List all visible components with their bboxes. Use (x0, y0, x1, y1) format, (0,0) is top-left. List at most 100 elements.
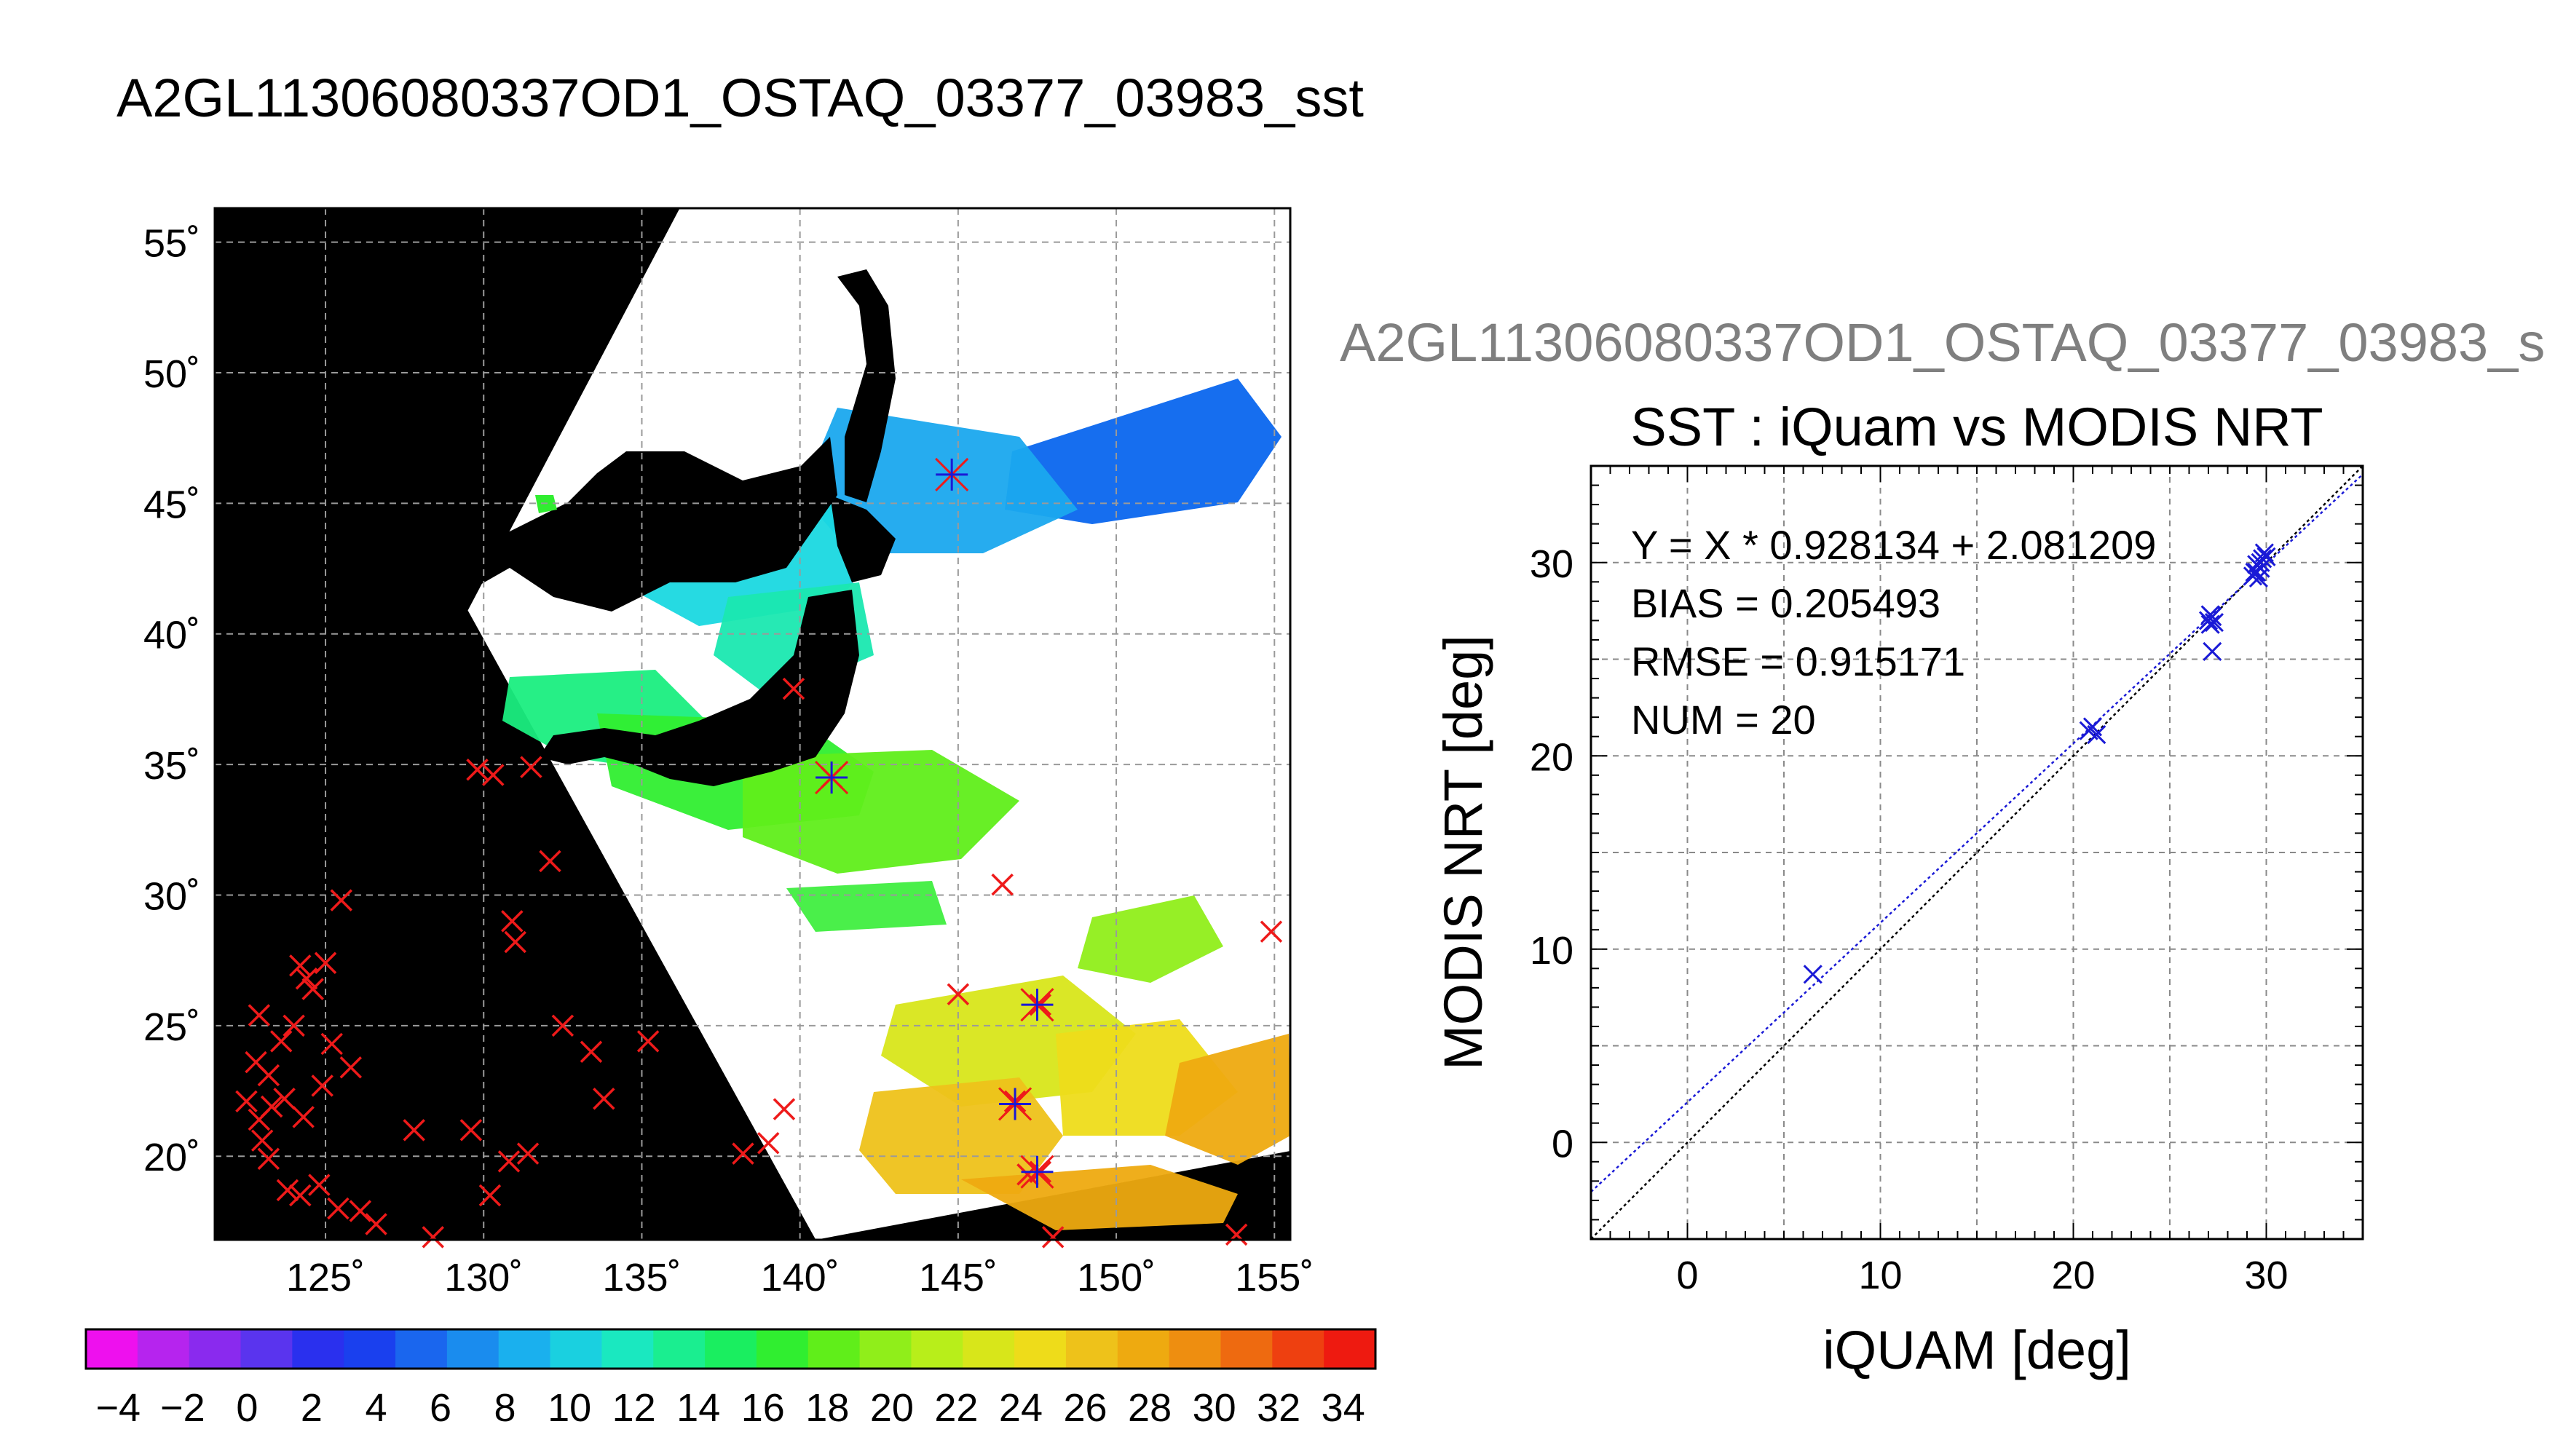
map-lat-tick-label: 20˚ (143, 1136, 200, 1179)
scatter-point (1803, 965, 1823, 984)
scatter-lines (1591, 466, 2363, 1239)
matched-point (1020, 1155, 1054, 1189)
insitu-point (320, 1032, 343, 1056)
map-lat-tick-label: 55˚ (143, 222, 200, 266)
colorbar-segment (859, 1329, 912, 1369)
colorbar-tick-label: −4 (95, 1386, 141, 1430)
colorbar-segment (756, 1329, 809, 1369)
matched-point (815, 760, 849, 795)
map-lat-tick-label: 40˚ (143, 614, 200, 657)
colorbar-segment (705, 1329, 757, 1369)
colorbar-tick-label: 6 (430, 1386, 451, 1430)
scatter-file-title: A2GL11306080337OD1_OSTAQ_03377_03983_s (1340, 312, 2546, 373)
map-lat-tick-label: 45˚ (143, 483, 200, 526)
scatter-ytick-label: 0 (1552, 1122, 1573, 1166)
map-lon-tick-label: 155˚ (1235, 1256, 1314, 1299)
colorbar-segment (807, 1329, 861, 1369)
insitu-point (497, 1150, 521, 1173)
insitu-point (782, 677, 805, 700)
colorbar-segment (86, 1329, 138, 1369)
hokkaido-land (830, 495, 896, 582)
insitu-point (339, 1056, 363, 1079)
colorbar-tick-label: 30 (1193, 1386, 1236, 1430)
insitu-point (289, 1184, 312, 1207)
insitu-point (330, 889, 353, 911)
colorbar-segment (1014, 1329, 1067, 1369)
scatter-xtick-label: 10 (1858, 1254, 1902, 1297)
insitu-point (257, 1064, 280, 1087)
colorbar-tick-label: 26 (1063, 1386, 1107, 1430)
insitu-point (250, 1129, 274, 1152)
map-lon-tick-label: 130˚ (444, 1256, 523, 1299)
sst-patch-6 (743, 750, 1019, 874)
honshu-land (539, 590, 859, 786)
map-lon-tick-label: 150˚ (1077, 1256, 1156, 1299)
colorbar-segment (963, 1329, 1015, 1369)
fit-line (1591, 473, 2363, 1193)
colorbar-tick-label: 22 (934, 1386, 978, 1430)
insitu-point (478, 1184, 502, 1207)
insitu-point (248, 1004, 271, 1026)
insitu-point (459, 1119, 483, 1142)
colorbar-tick-label: 0 (236, 1386, 258, 1430)
colorbar-segment (395, 1329, 448, 1369)
sst-patch-7 (786, 881, 947, 932)
sst-patch-12 (1165, 1034, 1290, 1165)
map-lon-tick-label: 135˚ (602, 1256, 681, 1299)
insitu-point (314, 951, 337, 974)
colorbar-tick-label: 18 (805, 1386, 849, 1430)
colorbar-tick-label: 34 (1322, 1386, 1365, 1430)
insitu-point (593, 1088, 615, 1110)
scatter-title: SST : iQuam vs MODIS NRT (1630, 397, 2323, 457)
insitu-point (1260, 920, 1283, 943)
colorbar-segment (911, 1329, 963, 1369)
insitu-point (1225, 1223, 1248, 1246)
insitu-point (403, 1119, 425, 1142)
sst-patch-0 (1005, 379, 1282, 524)
scatter-stat-line: BIAS = 0.205493 (1631, 580, 1940, 626)
colorbar-tick-label: 32 (1257, 1386, 1300, 1430)
insitu-point (292, 1106, 315, 1128)
insitu-point (773, 1098, 796, 1120)
insitu-point (283, 1014, 305, 1037)
insitu-point (1041, 1226, 1065, 1249)
map-lat-tick-label: 30˚ (143, 874, 200, 918)
identity-line (1591, 466, 2363, 1239)
insitu-point (257, 1147, 280, 1171)
map-layers (455, 208, 1290, 1240)
scatter-xtick-label: 30 (2244, 1254, 2288, 1297)
matched-point (998, 1087, 1032, 1121)
colorbar-tick-label: 24 (999, 1386, 1043, 1430)
map-lon-tick-label: 145˚ (919, 1256, 998, 1299)
colorbar-segment (1272, 1329, 1324, 1369)
insitu-point (422, 1226, 444, 1249)
insitu-point (235, 1090, 258, 1113)
insitu-point (349, 1200, 372, 1222)
insitu-point (365, 1213, 387, 1235)
colorbar-segment (498, 1329, 551, 1369)
map-lat-tick-label: 50˚ (143, 352, 200, 396)
insitu-point (276, 1179, 299, 1202)
insitu-point (551, 1014, 574, 1037)
scatter-point (2200, 605, 2220, 625)
insitu-point (991, 873, 1014, 896)
colorbar-segment (601, 1329, 654, 1369)
colorbar-tick-label: 14 (676, 1386, 720, 1430)
insitu-point (501, 910, 524, 933)
scatter-point (2251, 558, 2270, 578)
insitu-point (289, 954, 312, 977)
colorbar-tick-label: 10 (548, 1386, 591, 1430)
scatter-ytick-label: 10 (1530, 929, 1573, 973)
scatter-stat-line: Y = X * 0.928134 + 2.081209 (1631, 522, 2156, 568)
scatter-xtick-label: 20 (2051, 1254, 2095, 1297)
colorbar-segment (446, 1329, 499, 1369)
insitu-point (757, 1132, 780, 1155)
figure-title: A2GL11306080337OD1_OSTAQ_03377_03983_sst (117, 68, 1364, 128)
insitu-point (273, 1088, 296, 1110)
scatter-point (2203, 641, 2222, 661)
colorbar-segment (1220, 1329, 1273, 1369)
colorbar-segment (1065, 1329, 1118, 1369)
matched-point (1020, 988, 1054, 1022)
